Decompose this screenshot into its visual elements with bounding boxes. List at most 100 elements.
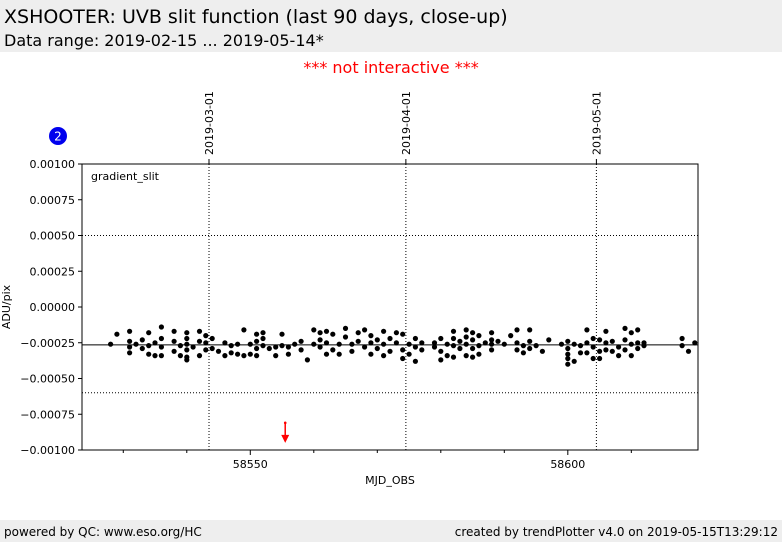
data-point (349, 348, 355, 354)
data-point (196, 338, 203, 344)
data-point (393, 340, 399, 346)
data-point (609, 348, 615, 354)
outlier-marker (281, 421, 290, 443)
data-point (495, 338, 501, 344)
data-point (247, 341, 253, 347)
data-point (489, 347, 495, 353)
date-labels: 2019-03-01 2019-04-01 2019-05-01 (203, 91, 603, 155)
data-point (228, 350, 234, 356)
data-point (685, 348, 692, 354)
data-point (311, 341, 317, 347)
x-tick-label: 58550 (233, 458, 268, 471)
data-point (628, 353, 634, 359)
data-point (577, 343, 584, 349)
data-point (520, 350, 527, 356)
data-point (355, 330, 361, 336)
data-point (520, 343, 527, 349)
data-point (368, 351, 374, 357)
data-point (317, 330, 323, 336)
data-point (501, 341, 507, 347)
data-point (609, 338, 615, 344)
data-point (444, 341, 450, 347)
panel-badge: 2 (49, 127, 67, 145)
data-point (393, 330, 399, 336)
date-label: 2019-05-01 (590, 91, 603, 155)
data-point (260, 330, 266, 336)
panel-label: gradient_slit (91, 170, 160, 183)
data-point (438, 348, 444, 354)
data-point (222, 340, 228, 346)
y-tick-label: 0.00075 (30, 194, 76, 207)
data-point (127, 350, 133, 356)
data-point (304, 357, 310, 363)
data-point (184, 335, 190, 342)
data-point (222, 353, 228, 359)
data-point (381, 353, 387, 359)
data-point (368, 333, 374, 339)
data-point (558, 341, 565, 347)
panel-number-badge (49, 127, 67, 145)
data-point (127, 344, 133, 350)
data-point (590, 344, 596, 350)
data-point (406, 341, 412, 347)
data-point (463, 327, 469, 333)
data-point (450, 343, 457, 349)
trend-chart: −0.00100 −0.00075 −0.00050 −0.00025 0.00000 0… (0, 91, 699, 487)
data-point (603, 347, 609, 353)
data-point (362, 344, 368, 350)
data-point (209, 345, 215, 352)
data-point (514, 340, 520, 346)
data-point (419, 347, 425, 353)
data-point (342, 325, 349, 331)
data-point (298, 347, 304, 353)
data-point (565, 345, 571, 352)
footer-band: powered by QC: www.eso.org/HC created by… (0, 520, 782, 542)
data-point (381, 328, 387, 334)
data-point (279, 331, 285, 337)
data-point (323, 340, 330, 346)
data-point (412, 358, 418, 364)
data-point (489, 330, 495, 336)
data-point (273, 353, 279, 359)
data-point (431, 340, 438, 346)
data-point (260, 343, 266, 349)
data-point (641, 343, 647, 349)
data-point (603, 340, 609, 346)
y-axis-label: ADU/pix (0, 284, 13, 329)
data-point (584, 327, 590, 333)
data-point (590, 335, 596, 342)
data-point (177, 353, 183, 359)
data-point (438, 335, 444, 342)
panel-number: 2 (54, 130, 62, 144)
data-point (628, 330, 634, 336)
data-point (254, 353, 260, 359)
x-tick-label: 58600 (550, 458, 585, 471)
data-point (482, 340, 488, 346)
data-point (489, 337, 495, 343)
data-point (184, 330, 190, 336)
data-point (260, 335, 266, 342)
data-point (635, 345, 641, 352)
data-point (628, 341, 634, 347)
data-point (317, 337, 323, 343)
data-point (527, 338, 533, 344)
data-point (597, 348, 603, 354)
data-point (489, 341, 495, 347)
footer-credit: powered by QC: www.eso.org/HC (4, 525, 202, 539)
data-point (533, 343, 539, 349)
data-point (215, 348, 222, 354)
data-point (241, 353, 247, 359)
data-point (463, 353, 469, 359)
data-point (514, 347, 520, 353)
data-point (476, 333, 482, 339)
data-point (196, 328, 203, 334)
y-tick-label: 0.00025 (30, 265, 76, 278)
data-point (190, 344, 196, 350)
data-point (146, 351, 152, 357)
data-point (431, 344, 438, 350)
data-point (184, 341, 190, 347)
data-point (463, 334, 469, 340)
data-point (139, 337, 145, 343)
data-point (279, 343, 285, 349)
data-point (273, 344, 279, 350)
